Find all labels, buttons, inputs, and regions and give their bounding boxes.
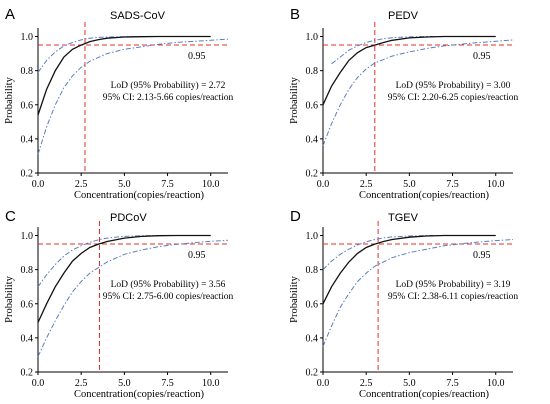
x-tick-label: 5.0: [118, 378, 131, 389]
lod-annotation: LoD (95% Probability) = 2.72: [111, 80, 226, 91]
y-axis-label: Probability: [4, 76, 15, 123]
x-tick-label: 2.5: [75, 179, 88, 190]
y-tick-label: 0.6: [306, 299, 319, 310]
y-tick-label: 0.2: [21, 368, 34, 379]
x-tick-label: 7.5: [446, 179, 459, 190]
ci-upper-curve: [37, 235, 211, 287]
x-tick-label: 10.0: [487, 179, 505, 190]
ci-upper-curve: [37, 36, 211, 73]
ci-annotation: 95% CI: 2.20-6.25 copies/reaction: [388, 93, 519, 103]
ci-upper-curve: [331, 36, 496, 65]
fit-curve: [37, 234, 211, 323]
ci-annotation: 95% CI: 2.75-6.00 copies/reaction: [103, 292, 234, 302]
x-tick-label: 5.0: [403, 179, 416, 190]
x-tick-label: 0.0: [32, 378, 45, 389]
x-tick-label: 0.0: [317, 179, 330, 190]
panel-b: B PEDV 0.2 0.4 0.6 0.8 1.0 0.0 2.5 5.0 7.5 10.0Conc…: [289, 6, 519, 201]
y-tick-label: 0.8: [306, 265, 319, 276]
ci-lower-curve: [37, 38, 229, 155]
lod-annotation: LoD (95% Probability) = 3.19: [396, 279, 511, 290]
panel-d: D TGEV 0.2 0.4 0.6 0.8 1.0 0.0 2.5 5.0 7.5 10.0Conc…: [289, 208, 518, 400]
reference-label: 0.95: [473, 250, 491, 261]
y-tick-label: 1.0: [21, 231, 34, 242]
chart-title: SADS-CoV: [110, 10, 166, 22]
x-axis-label: Concentration(copies/reaction): [74, 190, 205, 201]
y-tick-label: 0.4: [21, 134, 34, 145]
y-tick-label: 1.0: [21, 32, 34, 43]
x-tick-label: 5.0: [403, 378, 416, 389]
y-tick-label: 0.8: [306, 66, 319, 77]
y-tick-label: 0.2: [306, 169, 319, 180]
x-tick-label: 7.5: [446, 378, 459, 389]
y-tick-label: 0.2: [306, 368, 319, 379]
reference-label: 0.95: [473, 51, 491, 62]
x-tick-label: 2.5: [360, 179, 373, 190]
fit-curve: [37, 35, 211, 116]
y-axis-label: Probability: [4, 275, 15, 322]
chart-title: PEDV: [388, 10, 419, 22]
y-tick-label: 0.6: [21, 299, 34, 310]
x-tick-label: 2.5: [360, 378, 373, 389]
ci-annotation: 95% CI: 2.38-6.11 copies/reaction: [388, 292, 518, 302]
panel-letter: A: [5, 6, 15, 23]
y-tick-label: 1.0: [306, 32, 319, 43]
panel-a: A SADS-CoV 0.2 0.4 0.6 0.8 1.0 0.0 2.5 5.0 7.5 10.0…: [4, 6, 234, 201]
x-tick-label: 10.0: [202, 378, 220, 389]
fit-curve: [322, 35, 496, 106]
panel-letter: D: [290, 208, 301, 225]
ci-annotation: 95% CI: 2.13-5.66 copies/reaction: [103, 93, 234, 103]
x-tick-label: 10.0: [202, 179, 220, 190]
x-tick-label: 10.0: [487, 378, 505, 389]
y-tick-label: 0.6: [306, 100, 319, 111]
y-tick-label: 0.4: [306, 134, 319, 145]
x-tick-label: 7.5: [161, 378, 174, 389]
y-axis-label: Probability: [289, 76, 300, 123]
x-tick-label: 2.5: [75, 378, 88, 389]
x-tick-label: 5.0: [118, 179, 131, 190]
ci-lower-curve: [322, 39, 514, 146]
x-axis-label: Concentration(copies/reaction): [74, 389, 205, 400]
y-tick-label: 0.2: [21, 169, 34, 180]
x-tick-label: 7.5: [161, 179, 174, 190]
ci-lower-curve: [322, 239, 514, 347]
y-tick-label: 0.4: [306, 333, 319, 344]
y-tick-label: 0.4: [21, 333, 34, 344]
lod-annotation: LoD (95% Probability) = 3.00: [396, 80, 511, 91]
y-axis-label: Probability: [289, 275, 300, 322]
y-tick-label: 0.6: [21, 100, 34, 111]
ci-lower-curve: [37, 239, 229, 357]
panel-c: C PDCoV 0.2 0.4 0.6 0.8 1.0 0.0 2.5 5.0 7.5 10.0Con…: [4, 208, 234, 400]
y-tick-label: 0.8: [21, 265, 34, 276]
x-axis-label: Concentration(copies/reaction): [359, 190, 490, 201]
chart-title: PDCoV: [110, 212, 147, 224]
panel-letter: B: [290, 6, 300, 23]
chart-title: TGEV: [388, 212, 419, 224]
x-tick-label: 0.0: [32, 179, 45, 190]
y-tick-label: 0.8: [21, 66, 34, 77]
x-axis-label: Concentration(copies/reaction): [359, 389, 490, 400]
reference-label: 0.95: [188, 51, 206, 62]
y-tick-label: 1.0: [306, 231, 319, 242]
x-tick-label: 0.0: [317, 378, 330, 389]
lod-annotation: LoD (95% Probability) = 3.56: [111, 279, 226, 290]
fit-curve: [322, 234, 496, 305]
panel-letter: C: [5, 208, 16, 225]
reference-label: 0.95: [188, 250, 206, 261]
